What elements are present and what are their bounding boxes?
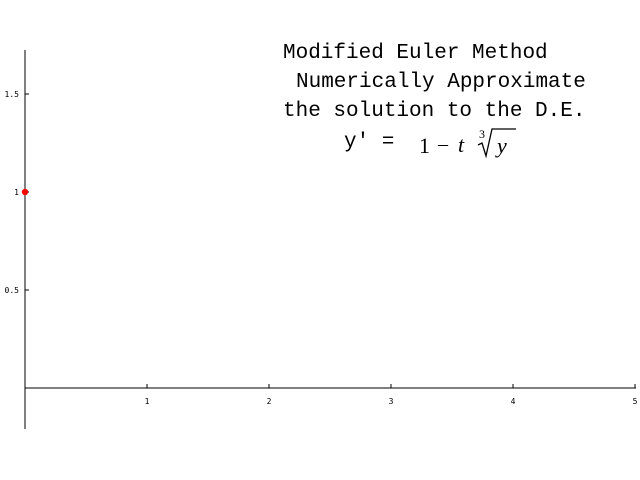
title-line-1: Modified Euler Method [283, 42, 548, 65]
y-tick-label-0.5: 0.5 [5, 286, 20, 295]
radicand: y [497, 133, 507, 158]
x-tick-label-1: 1 [145, 397, 150, 406]
title-line-3: the solution to the D.E. [283, 100, 586, 123]
equation-lhs: y' = [344, 131, 395, 154]
radical-sign [477, 128, 516, 159]
x-tick-label-2: 2 [267, 397, 272, 406]
root-index: 3 [479, 127, 485, 141]
x-tick-label-4: 4 [511, 397, 516, 406]
title-line-2: Numerically Approximate [296, 71, 586, 94]
y-tick-label-1.5: 1.5 [5, 90, 20, 99]
y-tick-label-1: 1 [14, 188, 19, 197]
data-point-0-0 [21, 188, 29, 196]
equation-one: 1 [419, 133, 430, 158]
equation-minus: – [438, 133, 448, 155]
x-tick-label-3: 3 [389, 397, 394, 406]
equation-t: t [458, 132, 465, 157]
x-tick-label-5: 5 [633, 397, 638, 406]
